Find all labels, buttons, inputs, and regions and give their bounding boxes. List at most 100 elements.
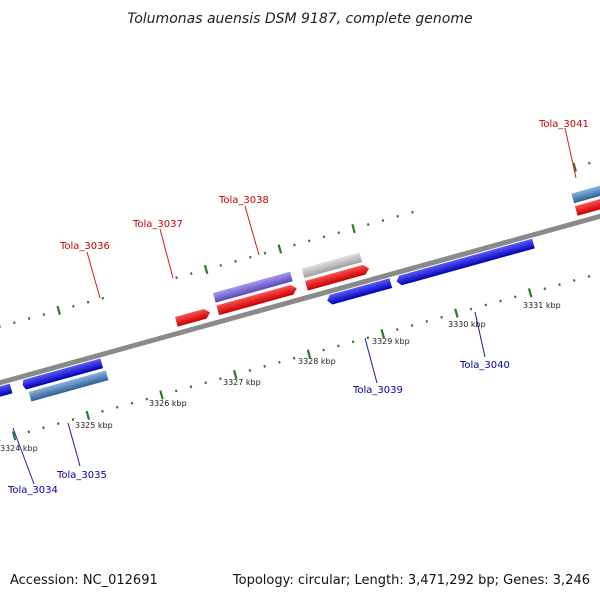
major-tick <box>56 305 61 315</box>
gene-3035-feature[interactable] <box>28 370 109 402</box>
tick-label-3328: 3328 kbp <box>298 357 336 366</box>
minor-tick <box>440 315 443 319</box>
minor-tick <box>278 360 281 364</box>
leader-line-3037 <box>159 228 174 279</box>
minor-tick <box>307 239 311 243</box>
minor-tick <box>101 296 105 300</box>
minor-tick <box>248 369 252 372</box>
minor-tick <box>0 438 1 442</box>
gene-label-3038[interactable]: Tola_3038 <box>218 195 269 206</box>
gene-label-3034[interactable]: Tola_3034 <box>7 485 58 496</box>
genome-backbone <box>0 176 600 423</box>
minor-tick <box>263 364 266 368</box>
gene-label-3039[interactable]: Tola_3039 <box>352 385 403 396</box>
minor-tick <box>292 356 296 360</box>
tick-label-3325: 3325 kbp <box>75 421 113 430</box>
gene-label-3037[interactable]: Tola_3037 <box>132 219 183 230</box>
major-tick <box>306 349 312 359</box>
leader-line-3041 <box>564 127 577 179</box>
gene-3037-feature[interactable] <box>212 271 293 303</box>
minor-tick <box>71 418 75 421</box>
minor-tick <box>366 336 370 340</box>
minor-tick <box>484 303 488 307</box>
minor-tick <box>86 300 90 304</box>
gene-3034-feature[interactable] <box>21 358 104 390</box>
gene-3040-feature[interactable] <box>395 238 535 287</box>
minor-tick <box>175 276 178 280</box>
minor-tick <box>13 321 16 325</box>
major-tick <box>277 244 283 254</box>
lower-tick-marks <box>0 274 591 442</box>
leader-line-3035 <box>67 422 81 467</box>
minor-tick <box>293 243 296 247</box>
minor-tick <box>130 401 134 405</box>
minor-tick <box>101 409 104 413</box>
minor-tick <box>42 313 46 316</box>
minor-tick <box>337 231 341 235</box>
accession-footer: Accession: NC_012691 <box>10 573 158 588</box>
gene-3038-feature[interactable] <box>301 252 363 279</box>
minor-tick <box>115 405 119 409</box>
minor-tick <box>248 255 252 259</box>
tick-label-3330: 3330 kbp <box>448 320 486 329</box>
leader-line-3034 <box>12 427 35 485</box>
gene-3039-feature[interactable] <box>326 278 393 305</box>
minor-tick <box>411 210 414 214</box>
gene-3037-feature[interactable] <box>216 284 298 316</box>
gene-3036-feature[interactable] <box>175 308 211 327</box>
gene-3041-feature[interactable] <box>574 181 600 216</box>
minor-tick <box>174 389 178 393</box>
leader-line-3039 <box>364 337 378 384</box>
minor-tick <box>588 161 591 165</box>
major-tick <box>203 264 209 275</box>
upper-tick-marks <box>0 161 591 329</box>
minor-tick <box>572 279 576 282</box>
minor-tick <box>322 348 325 352</box>
gene-label-3041[interactable]: Tola_3041 <box>538 119 589 130</box>
minor-tick <box>263 251 267 255</box>
major-tick <box>351 223 356 234</box>
gene-3034-feature[interactable] <box>0 383 13 398</box>
minor-tick <box>0 325 1 329</box>
minor-tick <box>381 219 385 222</box>
major-tick <box>232 369 238 380</box>
minor-tick <box>396 328 399 331</box>
minor-tick <box>56 422 60 426</box>
minor-tick <box>219 263 223 267</box>
gene-3041-feature[interactable] <box>571 169 600 204</box>
minor-tick <box>396 214 399 218</box>
major-tick <box>527 288 533 298</box>
minor-tick <box>366 223 370 226</box>
major-tick <box>380 328 385 339</box>
minor-tick <box>469 307 473 311</box>
minor-tick <box>234 259 237 263</box>
tick-label-3327: 3327 kbp <box>223 378 261 387</box>
minor-tick <box>72 304 75 308</box>
minor-tick <box>410 324 414 327</box>
minor-tick <box>425 319 429 323</box>
tick-label-3331: 3331 kbp <box>523 301 561 310</box>
minor-tick <box>543 287 547 291</box>
minor-tick <box>27 317 31 320</box>
gene-3038-feature[interactable] <box>305 264 370 291</box>
gene-label-3040[interactable]: Tola_3040 <box>459 360 510 371</box>
minor-tick <box>189 385 193 389</box>
minor-tick <box>42 426 45 430</box>
minor-tick <box>190 272 193 276</box>
minor-tick <box>514 295 517 299</box>
gene-label-3035[interactable]: Tola_3035 <box>56 470 107 481</box>
minor-tick <box>558 283 561 287</box>
minor-tick <box>351 340 355 344</box>
minor-tick <box>204 381 207 385</box>
tick-label-3326: 3326 kbp <box>149 399 187 408</box>
minor-tick <box>219 377 222 381</box>
leader-line-3040 <box>474 311 486 358</box>
topology-footer: Topology: circular; Length: 3,471,292 bp… <box>232 573 590 588</box>
minor-tick <box>499 299 502 303</box>
gene-label-3036[interactable]: Tola_3036 <box>59 241 110 252</box>
major-tick <box>454 308 459 318</box>
leader-line-3036 <box>86 251 101 299</box>
map-title: Tolumonas auensis DSM 9187, complete gen… <box>127 11 472 27</box>
